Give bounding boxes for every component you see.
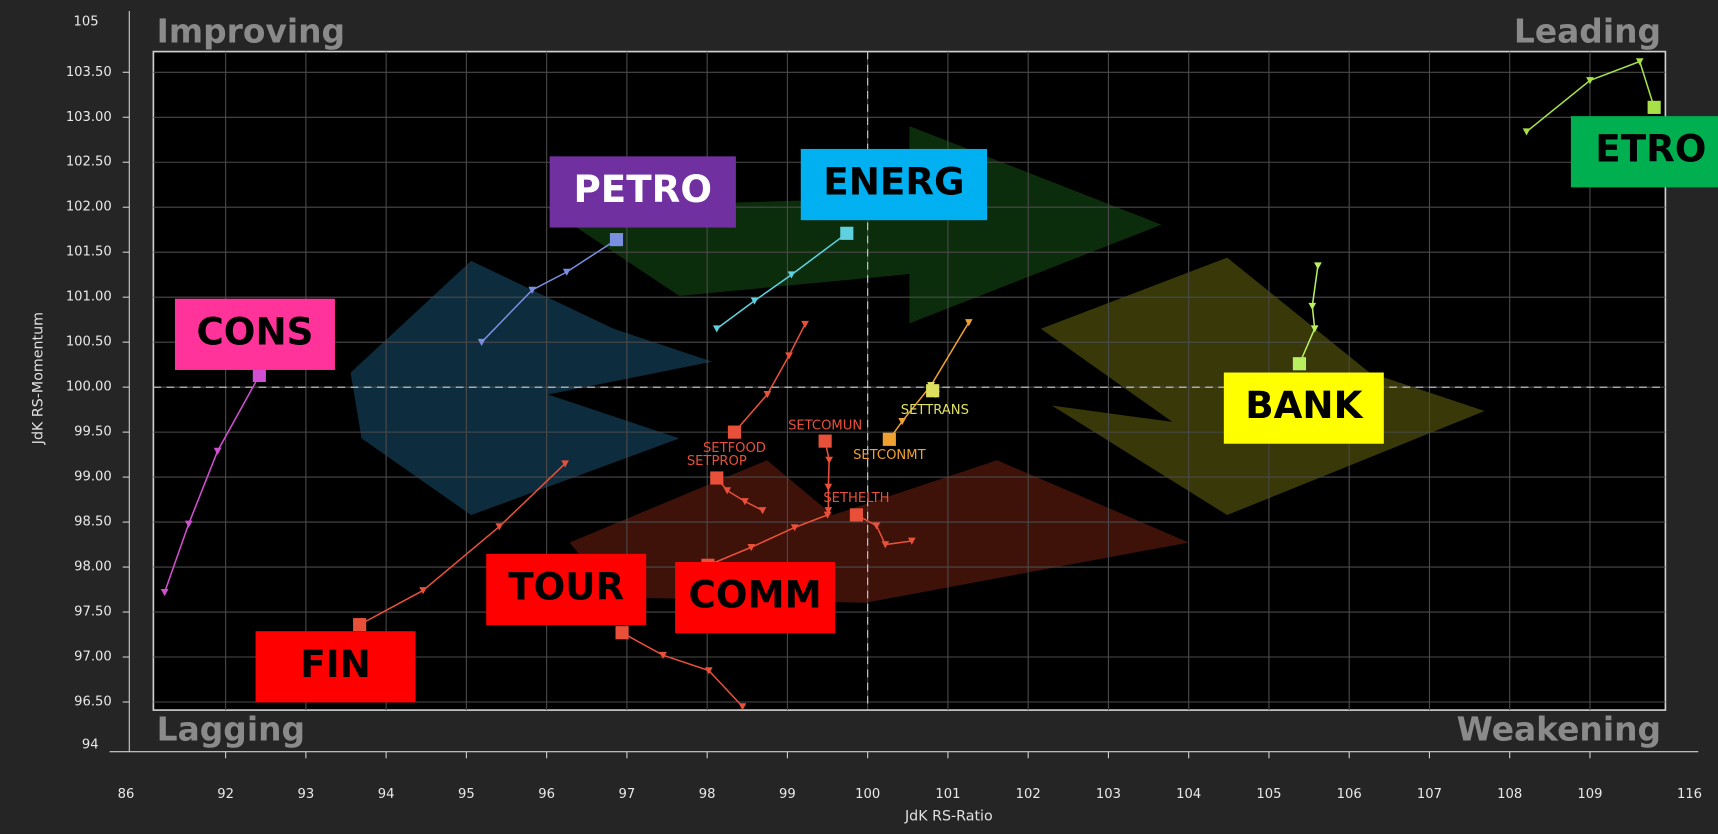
callout-label: COMM	[689, 573, 822, 617]
y-tick-label: 100.50	[66, 335, 112, 350]
y-tick-label: 103.50	[66, 65, 112, 80]
y-tick-label: 103.00	[66, 110, 112, 125]
x-tick-label: 102	[1016, 787, 1041, 802]
x-tick-label: 96	[538, 787, 555, 802]
head-marker	[616, 626, 629, 639]
y-tick-label: 102.50	[66, 155, 112, 170]
y-tick-label: 97.50	[74, 605, 112, 620]
y-tick-label: 98.50	[74, 515, 112, 530]
callout-label: PETRO	[574, 167, 713, 211]
series-label: SETPROP	[687, 454, 747, 469]
y-tick-label: 99.50	[74, 425, 112, 440]
x-tick-label: 107	[1417, 787, 1442, 802]
callout-label: CONS	[196, 309, 313, 353]
callout-label: BANK	[1245, 383, 1363, 427]
x-tick-label: 108	[1497, 787, 1522, 802]
y-tick-label: 96.50	[74, 694, 112, 709]
y-break-label: 94	[82, 738, 99, 753]
x-tick-label: 103	[1096, 787, 1121, 802]
head-marker	[1648, 101, 1661, 114]
series-label: SETTRANS	[901, 403, 969, 418]
quadrant-label: Leading	[1514, 11, 1661, 50]
x-tick-label: 98	[699, 787, 716, 802]
y-tick-label: 101.50	[66, 245, 112, 260]
callout-label: TOUR	[508, 564, 624, 608]
y-break-label: 105	[74, 15, 99, 30]
head-marker	[850, 508, 863, 521]
y-tick-label: 101.00	[66, 290, 112, 305]
head-marker	[883, 433, 896, 446]
head-marker	[710, 471, 723, 484]
series-label: SETHELTH	[823, 491, 889, 506]
head-marker	[840, 227, 853, 240]
head-marker	[728, 426, 741, 439]
chart: Improving Leading Lagging Weakening JdK …	[0, 0, 1718, 834]
head-marker	[819, 435, 832, 448]
callout-label: ETRO	[1595, 127, 1706, 171]
x-tick-label: 104	[1176, 787, 1201, 802]
x-tick-label: 109	[1577, 787, 1602, 802]
head-marker	[253, 369, 266, 382]
x-tick-label: 92	[217, 787, 234, 802]
y-tick-label: 100.00	[66, 380, 112, 395]
x-tick-label: 94	[378, 787, 395, 802]
series-label: SETCONMT	[853, 448, 927, 463]
x-tick-label: 106	[1337, 787, 1362, 802]
x-tick-label: 93	[298, 787, 315, 802]
y-tick-label: 97.00	[74, 650, 112, 665]
x-tick-label: 95	[458, 787, 475, 802]
callout-label: FIN	[300, 642, 370, 686]
quadrant-label: Weakening	[1457, 709, 1661, 748]
x-break-label: 116	[1677, 787, 1702, 802]
quadrant-label: Lagging	[157, 709, 305, 748]
y-tick-label: 99.00	[74, 470, 112, 485]
callout-label: ENERG	[823, 160, 964, 204]
head-marker	[353, 618, 366, 631]
x-axis-title: JdK RS-Ratio	[904, 808, 993, 824]
y-axis-title: JdK RS-Momentum	[30, 312, 46, 445]
head-marker	[1293, 357, 1306, 370]
x-tick-label: 105	[1256, 787, 1281, 802]
series-label: SETCOMUN	[788, 418, 862, 433]
head-marker	[926, 384, 939, 397]
x-tick-label: 101	[935, 787, 960, 802]
x-break-label: 86	[118, 787, 135, 802]
x-tick-label: 100	[855, 787, 880, 802]
x-tick-label: 97	[619, 787, 636, 802]
x-tick-label: 99	[779, 787, 796, 802]
y-tick-label: 102.00	[66, 200, 112, 215]
y-tick-label: 98.00	[74, 560, 112, 575]
quadrant-label: Improving	[157, 11, 345, 50]
head-marker	[610, 233, 623, 246]
